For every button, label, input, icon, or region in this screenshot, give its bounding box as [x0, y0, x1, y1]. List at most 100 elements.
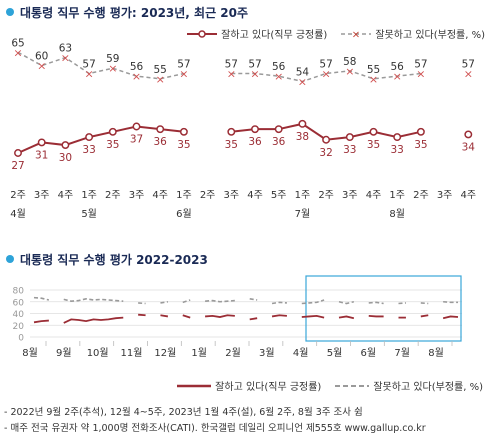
x-tick-label: 1주: [81, 190, 97, 201]
y-tick-label: 40: [13, 310, 25, 320]
x-tick-label: 2주: [318, 190, 334, 201]
chart1-plot: ×65×60 ×63×57 ×59×56×55 ×57×57×57×56×54 ×57×…: [10, 37, 477, 220]
approve-line: [17, 125, 185, 154]
approve-point: [345, 133, 354, 142]
disapprove-line-2: [398, 302, 406, 305]
disapprove-line: [17, 51, 185, 80]
x-tick-label-2: 7월: [394, 347, 410, 359]
x-tick-label-2: 9월: [56, 347, 72, 359]
approve-point: [14, 149, 22, 157]
approve-value-label: 36: [248, 136, 262, 148]
month-label: 7월: [295, 208, 311, 220]
approve-value-label: 36: [154, 136, 168, 148]
approve-point: [227, 127, 236, 136]
disapprove-marker: ×: [179, 68, 188, 81]
approve-point: [179, 127, 188, 136]
legend2-disapprove-swatch: [335, 384, 370, 387]
legend-disapprove: × 잘못하고 있다(부정률, %): [341, 26, 485, 41]
approve-line-2: [442, 315, 459, 320]
chart2-legend: 잘하고 있다(직무 긍정률) 잘못하고 있다(부정률, %): [167, 378, 483, 393]
x-tick-label-2: 12월: [154, 347, 176, 359]
chart1-title: 대통령 직무 수행 평가: 2023년, 최근 20주: [6, 4, 248, 21]
disapprove-line-2: [182, 299, 191, 304]
x-tick-label-2: 4월: [293, 347, 309, 359]
disapprove-value-label: 57: [177, 59, 190, 71]
x-tick-label-2: 5월: [327, 347, 343, 359]
svg-text:×: ×: [352, 29, 360, 40]
y-tick-label: 20: [13, 322, 25, 332]
y-tick-label: 0: [18, 334, 24, 344]
approve-line-2: [182, 314, 191, 319]
disapprove-marker: ×: [13, 46, 22, 59]
legend2-approve-label: 잘하고 있다(직무 긍정률): [215, 382, 322, 393]
x-tick-label-2: 11월: [121, 347, 143, 359]
approve-point: [85, 133, 94, 142]
disapprove-marker: ×: [369, 73, 378, 86]
disapprove-value-label: 63: [59, 43, 72, 55]
approve-line-2: [271, 314, 287, 318]
disapprove-value-label: 57: [82, 59, 95, 71]
x-tick-label: 1주: [389, 190, 405, 201]
approve-line-2: [368, 314, 384, 318]
disapprove-marker: ×: [321, 68, 330, 81]
approve-value-label: 35: [414, 139, 427, 151]
legend-approve-label: 잘하고 있다(직무 긍정률): [221, 30, 328, 41]
disapprove-marker: ×: [108, 62, 117, 75]
disapprove-marker: ×: [250, 68, 259, 81]
disapprove-marker: ×: [132, 70, 141, 83]
approve-line-2: [205, 314, 235, 318]
approve-point: [393, 133, 402, 142]
x-tick-label: 5주: [271, 190, 287, 201]
x-tick-label: 2주: [10, 190, 26, 201]
disapprove-marker: ×: [416, 68, 425, 81]
disapprove-value-label: 55: [367, 64, 380, 76]
disapprove-value-label: 56: [391, 61, 405, 73]
disapprove-line: [231, 70, 421, 83]
approve-line-2: [33, 319, 49, 324]
x-tick-label: 3주: [342, 190, 358, 201]
disapprove-marker: ×: [61, 52, 70, 65]
approve-point: [108, 127, 117, 136]
disapprove-value-label: 65: [11, 37, 24, 49]
chart1-legend: 잘하고 있다(직무 긍정률) × 잘못하고 있다(부정률, %): [177, 26, 485, 41]
approve-value-label: 27: [11, 160, 24, 172]
approve-value-label: 37: [130, 134, 143, 146]
x-tick-label: 4주: [247, 190, 263, 201]
x-tick-label: 4주: [152, 190, 168, 201]
bullet-icon: [6, 8, 14, 16]
legend-disapprove-swatch: ×: [341, 29, 372, 40]
approve-value-label: 33: [343, 144, 356, 156]
approve-point: [416, 127, 425, 136]
disapprove-line-2: [205, 299, 235, 303]
disapprove-line-2: [338, 300, 355, 305]
x-tick-label-2: 6월: [361, 347, 377, 359]
legend-disapprove-label: 잘못하고 있다(부정률, %): [375, 30, 485, 41]
y-tick-label: 80: [13, 287, 25, 297]
x-tick-label-2: 2월: [225, 347, 241, 359]
approve-line-2: [338, 315, 355, 320]
approve-value-label: 32: [319, 147, 332, 159]
legend-approve-swatch: [187, 29, 218, 38]
disapprove-line-2: [301, 299, 325, 305]
x-tick-label: 3주: [129, 190, 145, 201]
approve-point: [61, 141, 70, 150]
approve-line-2: [301, 314, 325, 319]
footnote-2: - 매주 전국 유권자 약 1,000명 전화조사(CATI). 한국갤럽 데일…: [4, 423, 426, 434]
approve-value-label: 30: [59, 152, 72, 164]
approve-point: [369, 127, 378, 136]
approve-value-label: 33: [82, 144, 95, 156]
approve-point: [37, 138, 46, 147]
approve-point: [251, 125, 259, 134]
approve-line-2: [249, 317, 258, 321]
disapprove-value-label: 57: [414, 59, 427, 71]
disapprove-line-2: [443, 300, 458, 304]
legend2-approve-swatch: [177, 384, 212, 387]
x-tick-label: 4주: [461, 190, 477, 201]
approve-line-2: [420, 314, 429, 318]
disapprove-value-label: 55: [154, 64, 167, 76]
disapprove-line-2: [138, 302, 146, 305]
disapprove-line-2: [271, 301, 287, 305]
approve-value-label: 33: [391, 144, 404, 156]
chart2-title-text: 대통령 직무 수행 평가 2022-2023: [20, 253, 208, 267]
approve-point: [132, 122, 141, 131]
